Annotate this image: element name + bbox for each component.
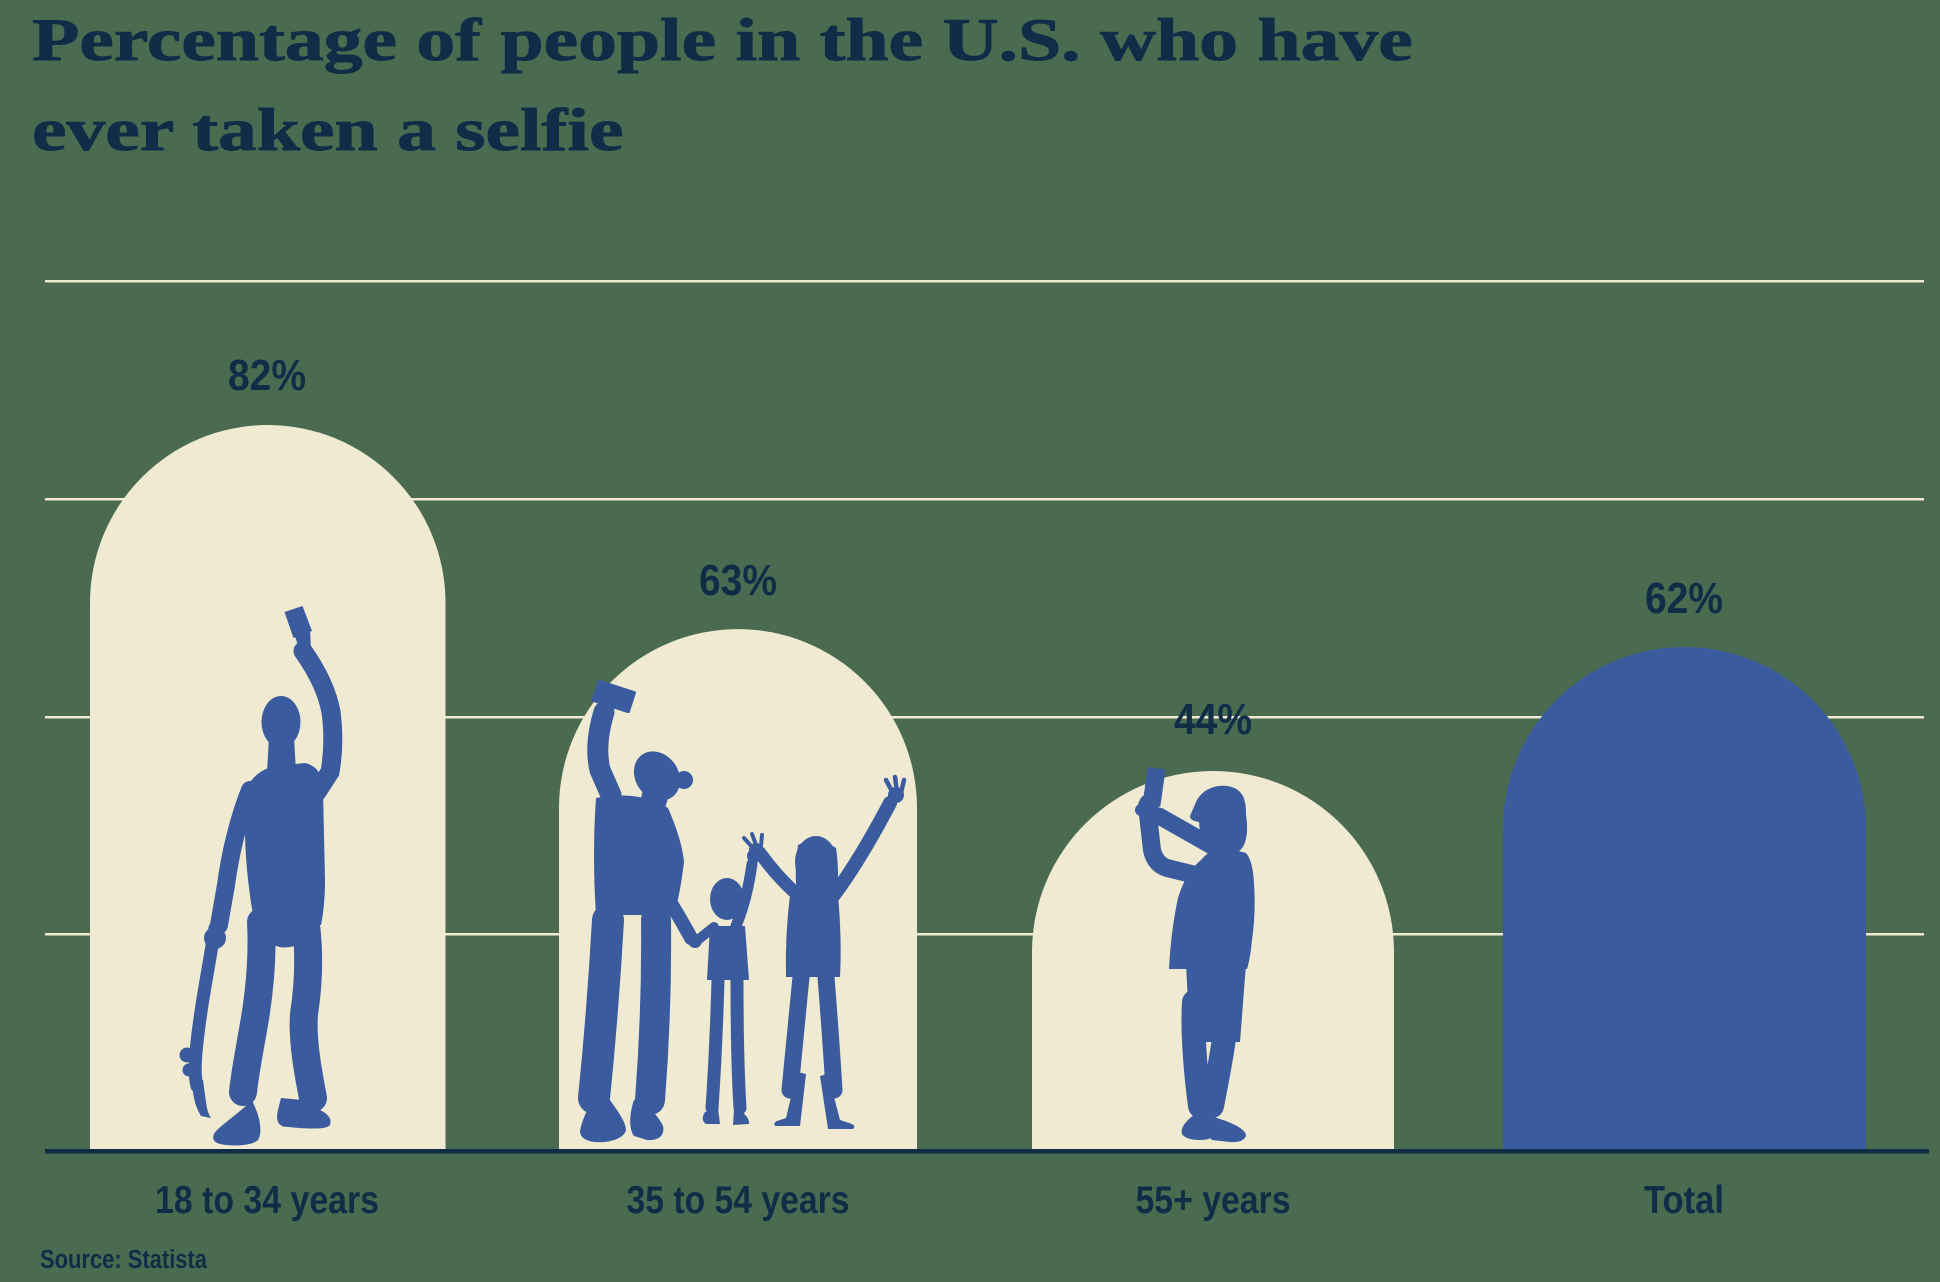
svg-text:Percentage of people in the U.: Percentage of people in the U.S. who hav… (32, 7, 1413, 74)
svg-text:Total: Total (1644, 1179, 1724, 1222)
svg-text:62%: 62% (1645, 574, 1723, 623)
svg-text:Source: Statista: Source: Statista (40, 1246, 208, 1274)
svg-text:55+ years: 55+ years (1136, 1179, 1291, 1222)
svg-text:18 to 34 years: 18 to 34 years (155, 1179, 379, 1222)
svg-text:35 to 54 years: 35 to 54 years (627, 1179, 850, 1222)
svg-text:44%: 44% (1174, 695, 1252, 744)
svg-text:82%: 82% (228, 351, 306, 400)
svg-text:ever taken a selfie: ever taken a selfie (32, 97, 623, 164)
svg-text:63%: 63% (699, 556, 777, 605)
